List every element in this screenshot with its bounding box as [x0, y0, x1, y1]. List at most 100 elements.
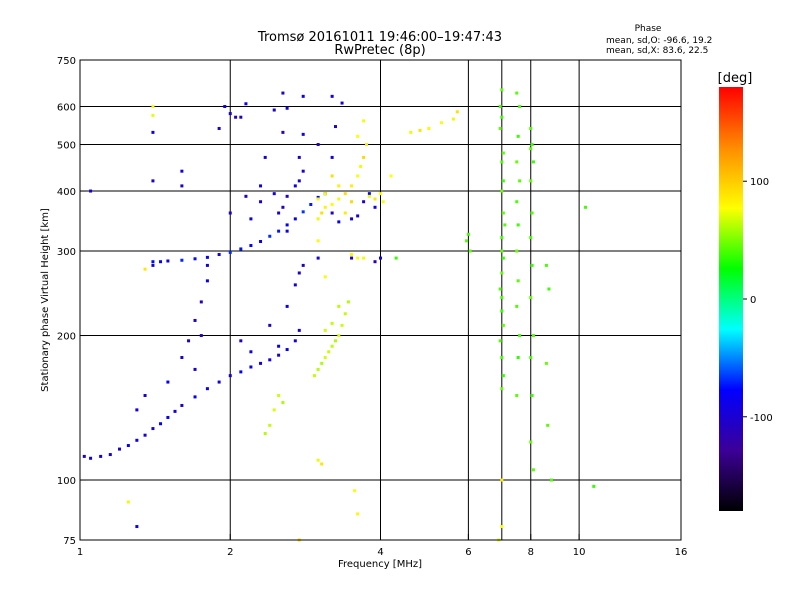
- data-point: [323, 205, 327, 209]
- data-point: [353, 489, 357, 493]
- data-point: [592, 484, 596, 488]
- data-point: [356, 512, 360, 516]
- data-point: [272, 192, 276, 196]
- data-point: [350, 253, 354, 257]
- data-point: [498, 105, 502, 109]
- colorbar-ticks: 100 0 -100: [743, 177, 773, 424]
- plot-area: 1 2 4 6 8 10 16 75 100 200 300 400 500 600 750: [57, 56, 687, 558]
- data-point: [166, 259, 170, 263]
- data-point: [272, 408, 276, 412]
- data-point: [249, 365, 253, 369]
- data-point: [281, 91, 285, 95]
- data-point: [531, 468, 535, 472]
- data-point: [500, 189, 504, 193]
- data-point: [316, 217, 320, 221]
- data-point: [301, 169, 305, 173]
- data-point: [515, 200, 519, 204]
- data-point: [466, 232, 470, 236]
- colorbar: [deg] 100 0 -100: [718, 71, 773, 511]
- data-point: [316, 367, 320, 371]
- data-point: [285, 223, 289, 227]
- data-point: [151, 263, 155, 267]
- x-axis-ticks: 1 2 4 6 8 10 16: [77, 534, 687, 558]
- data-point: [151, 179, 155, 183]
- data-point: [217, 380, 221, 384]
- data-point: [259, 240, 263, 244]
- data-point: [330, 202, 334, 206]
- data-point: [501, 151, 505, 155]
- data-point: [427, 126, 431, 130]
- data-point: [531, 160, 535, 164]
- data-point: [297, 155, 301, 159]
- series-5: [126, 105, 504, 542]
- data-point: [501, 179, 505, 183]
- data-point: [277, 344, 281, 348]
- data-point: [323, 192, 327, 196]
- data-point: [89, 456, 93, 460]
- data-point: [143, 433, 147, 437]
- data-point: [468, 249, 472, 253]
- data-point: [501, 323, 505, 327]
- data-point: [281, 401, 285, 405]
- data-point: [199, 300, 203, 304]
- x-tick-label: 4: [377, 547, 383, 558]
- data-point: [249, 244, 253, 248]
- series-3: [89, 91, 382, 529]
- data-point: [180, 355, 184, 359]
- data-point: [187, 339, 191, 343]
- data-point: [228, 211, 232, 215]
- data-point: [309, 202, 313, 206]
- data-point: [373, 197, 377, 201]
- y-tick-label: 600: [57, 103, 76, 114]
- data-point: [465, 239, 469, 243]
- x-tick-label: 1: [77, 547, 83, 558]
- data-point: [277, 394, 281, 398]
- data-point: [263, 155, 267, 159]
- data-point: [500, 309, 504, 313]
- data-point: [451, 117, 455, 121]
- phase-stats-x: mean, sd,X: 83.6, 22.5: [606, 46, 708, 56]
- data-point: [498, 126, 502, 130]
- data-point: [323, 328, 327, 332]
- data-point: [440, 121, 444, 125]
- data-point: [389, 174, 393, 178]
- data-point: [362, 200, 366, 204]
- data-point: [268, 323, 272, 327]
- phase-stats-o: mean, sd,O: -96.6, 19.2: [606, 36, 712, 46]
- data-point: [337, 334, 341, 338]
- data-point: [259, 361, 263, 365]
- data-point: [333, 339, 337, 343]
- data-point: [515, 249, 519, 253]
- data-point: [367, 194, 371, 198]
- data-point: [350, 200, 354, 204]
- data-point: [151, 130, 155, 134]
- data-point: [330, 94, 334, 98]
- data-point: [330, 211, 334, 215]
- data-point: [228, 250, 232, 254]
- data-point: [356, 256, 360, 260]
- data-point: [239, 247, 243, 251]
- data-point: [293, 283, 297, 287]
- data-point: [151, 260, 155, 264]
- data-point: [285, 229, 289, 233]
- y-tick-label: 100: [57, 476, 76, 487]
- data-point: [501, 374, 505, 378]
- data-point: [500, 355, 504, 359]
- data-point: [193, 367, 197, 371]
- data-point: [320, 361, 324, 365]
- data-point: [293, 217, 297, 221]
- colorbar-tick-label: -100: [750, 413, 773, 424]
- data-point: [516, 355, 520, 359]
- data-point: [343, 312, 347, 316]
- data-point: [180, 403, 184, 407]
- data-point: [529, 296, 533, 300]
- data-point: [359, 164, 363, 168]
- data-point: [180, 184, 184, 188]
- data-point: [301, 132, 305, 136]
- y-tick-label: 200: [57, 332, 76, 343]
- data-point: [333, 125, 337, 129]
- data-point: [337, 197, 341, 201]
- data-point: [217, 126, 221, 130]
- data-point: [293, 184, 297, 188]
